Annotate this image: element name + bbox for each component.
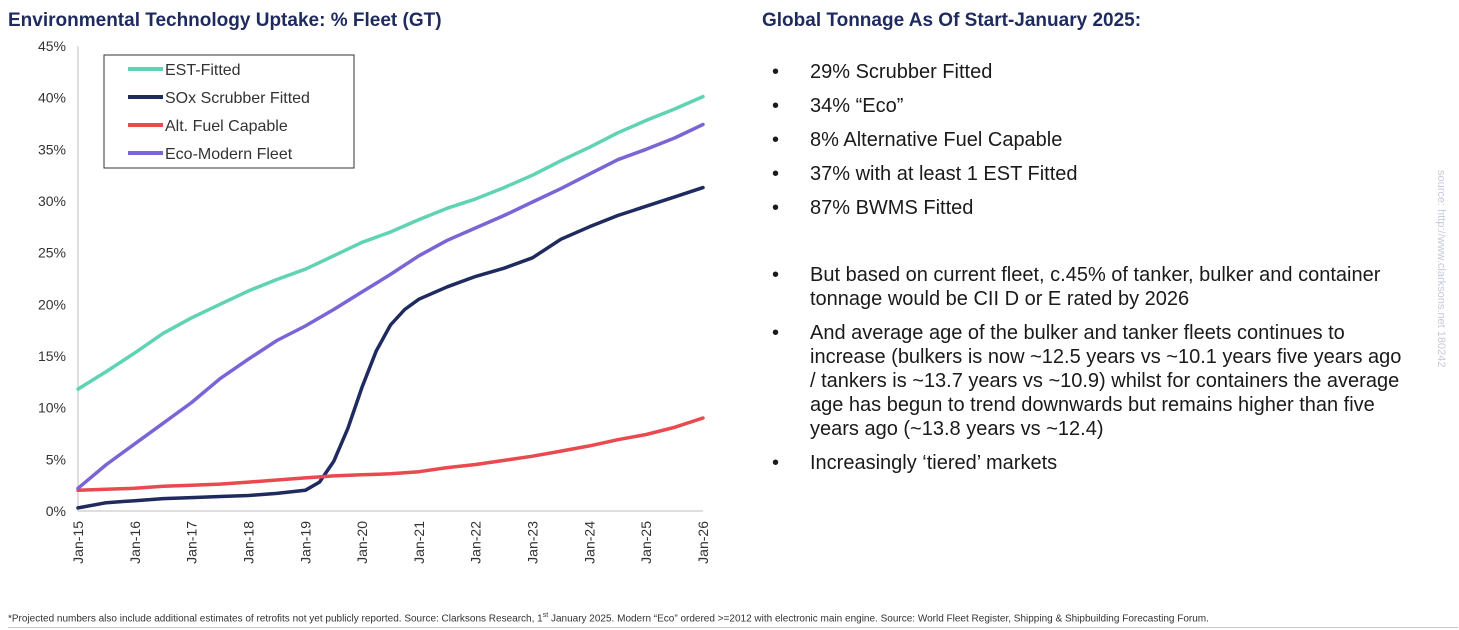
x-tick-label: Jan-20 bbox=[354, 521, 370, 564]
y-tick-label: 30% bbox=[38, 193, 66, 209]
legend-label: Eco-Modern Fleet bbox=[165, 146, 293, 163]
y-tick-label: 40% bbox=[38, 90, 66, 106]
bullet-marker: • bbox=[772, 95, 780, 117]
x-tick-label: Jan-23 bbox=[525, 521, 541, 564]
summary-bullet: • 8% Alternative Fuel Capable bbox=[762, 128, 1402, 152]
x-tick-label: Jan-26 bbox=[695, 521, 711, 564]
series-line-0 bbox=[76, 94, 705, 391]
legend-label: EST-Fitted bbox=[165, 62, 241, 79]
commentary-bullet: • And average age of the bulker and tanke… bbox=[762, 321, 1402, 441]
x-tick-label: Jan-24 bbox=[581, 521, 597, 564]
x-tick-label: Jan-21 bbox=[411, 521, 427, 564]
y-tick-label: 35% bbox=[38, 141, 66, 157]
commentary-bullet: • But based on current fleet, c.45% of ta… bbox=[762, 263, 1402, 311]
x-tick-label: Jan-15 bbox=[70, 521, 86, 564]
bullet-text: But based on current fleet, c.45% of tan… bbox=[810, 264, 1381, 310]
legend-label: SOx Scrubber Fitted bbox=[165, 90, 310, 107]
chart-title: Environmental Technology Uptake: % Fleet… bbox=[8, 10, 442, 31]
bullet-text: 34% “Eco” bbox=[810, 95, 904, 117]
x-tick-label: Jan-22 bbox=[468, 521, 484, 564]
y-tick-label: 10% bbox=[38, 400, 66, 416]
bullet-text: 8% Alternative Fuel Capable bbox=[810, 129, 1063, 151]
series-line-1 bbox=[76, 185, 705, 510]
x-tick-label: Jan-16 bbox=[127, 521, 143, 564]
series-line-2 bbox=[76, 416, 705, 493]
x-tick-label: Jan-18 bbox=[240, 521, 256, 564]
summary-bullet: • 37% with at least 1 EST Fitted bbox=[762, 162, 1402, 186]
footnote: *Projected numbers also include addition… bbox=[8, 612, 1209, 625]
summary-bullet: • 87% BWMS Fitted bbox=[762, 196, 1402, 220]
commentary-bullet: • Increasingly ‘tiered’ markets bbox=[762, 451, 1402, 475]
bullet-marker: • bbox=[772, 163, 780, 185]
y-tick-label: 25% bbox=[38, 245, 66, 261]
bullet-marker: • bbox=[772, 61, 780, 83]
bullet-text: 37% with at least 1 EST Fitted bbox=[810, 163, 1078, 185]
bullet-marker: • bbox=[772, 322, 780, 344]
summary-title: Global Tonnage As Of Start-January 2025: bbox=[762, 10, 1142, 31]
bullet-text: And average age of the bulker and tanker… bbox=[810, 322, 1402, 440]
footnote-divider bbox=[8, 627, 1458, 628]
x-tick-label: Jan-17 bbox=[184, 521, 200, 564]
summary-bullet: • 29% Scrubber Fitted bbox=[762, 60, 1402, 84]
x-tick-label: Jan-25 bbox=[638, 521, 654, 564]
legend-label: Alt. Fuel Capable bbox=[165, 118, 288, 135]
commentary-bullet-list: • But based on current fleet, c.45% of ta… bbox=[762, 263, 1402, 485]
y-tick-label: 5% bbox=[46, 451, 66, 467]
y-tick-label: 20% bbox=[38, 296, 66, 312]
bullet-text: Increasingly ‘tiered’ markets bbox=[810, 452, 1058, 474]
summary-bullet-list: • 29% Scrubber Fitted • 34% “Eco” • 8% Altern… bbox=[762, 60, 1402, 230]
bullet-marker: • bbox=[772, 452, 780, 474]
line-chart: 0% 5% 10% 15% 20% 25% 30% 35% 40% 45% Jan-15 Jan-16… bbox=[38, 38, 711, 564]
bullet-text: 87% BWMS Fitted bbox=[810, 197, 974, 219]
bullet-marker: • bbox=[772, 264, 780, 286]
legend-box bbox=[103, 54, 355, 169]
y-tick-label: 15% bbox=[38, 348, 66, 364]
summary-bullet: • 34% “Eco” bbox=[762, 94, 1402, 118]
bullet-text: 29% Scrubber Fitted bbox=[810, 61, 993, 83]
y-tick-label: 45% bbox=[38, 38, 66, 54]
bullet-marker: • bbox=[772, 197, 780, 219]
source-watermark: source: http://www.clarksons.net 180242 bbox=[1435, 170, 1447, 368]
bullet-marker: • bbox=[772, 129, 780, 151]
y-tick-label: 0% bbox=[46, 503, 66, 519]
series-line-3 bbox=[76, 122, 705, 491]
x-tick-label: Jan-19 bbox=[297, 521, 313, 564]
